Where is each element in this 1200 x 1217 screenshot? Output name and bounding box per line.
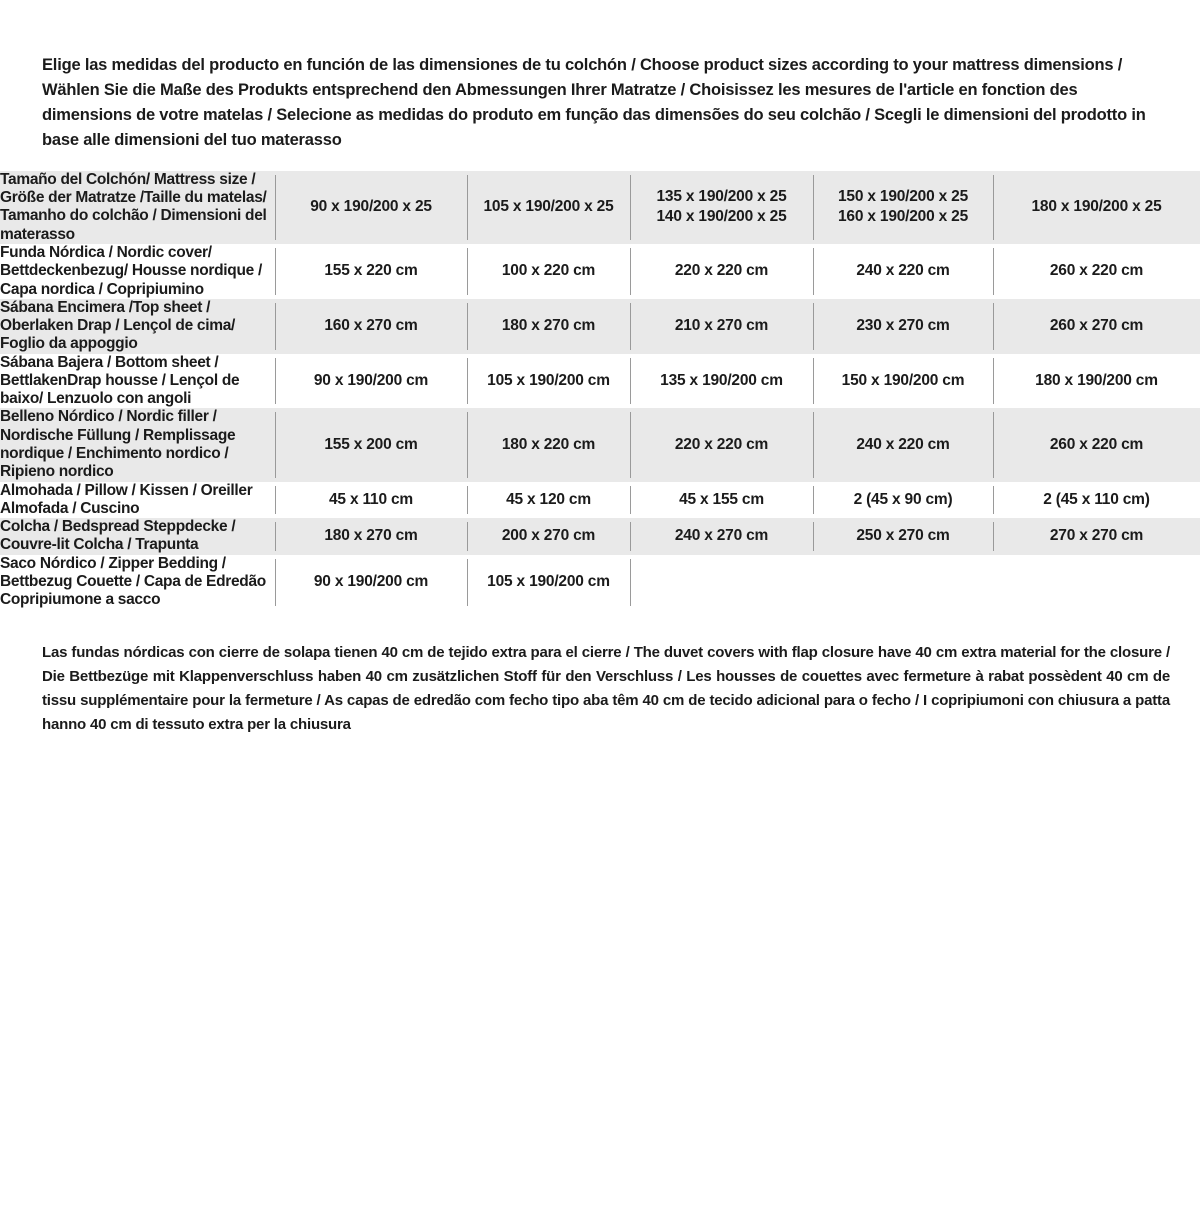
row-value: 220 x 220 cm — [630, 243, 813, 299]
row-value: 105 x 190/200 cm — [467, 554, 630, 610]
row-value: 260 x 220 cm — [993, 243, 1200, 299]
row-value — [630, 554, 813, 610]
row-value: 90 x 190/200 cm — [275, 554, 467, 610]
header-label-cell: Tamaño del Colchón/ Mattress size / Größ… — [0, 170, 275, 244]
table-row: Belleno Nórdico / Nordic filler / Nordis… — [0, 408, 1200, 482]
row-value: 230 x 270 cm — [813, 298, 993, 354]
row-value: 260 x 270 cm — [993, 298, 1200, 354]
row-value: 135 x 190/200 cm — [630, 353, 813, 409]
row-value: 180 x 270 cm — [275, 518, 467, 555]
footnote-paragraph: Las fundas nórdicas con cierre de solapa… — [42, 643, 1170, 734]
row-value: 240 x 270 cm — [630, 518, 813, 555]
row-value: 270 x 270 cm — [993, 518, 1200, 555]
row-value: 2 (45 x 110 cm) — [993, 481, 1200, 519]
table-header-row: Tamaño del Colchón/ Mattress size / Größ… — [0, 170, 1200, 244]
table-row: Saco Nórdico / Zipper Bedding / Bettbezu… — [0, 554, 1200, 610]
intro-paragraph: Elige las medidas del producto en funció… — [42, 55, 1146, 149]
row-label: Belleno Nórdico / Nordic filler / Nordis… — [0, 408, 275, 482]
row-label: Colcha / Bedspread Steppdecke / Couvre-l… — [0, 518, 275, 555]
table-row: Almohada / Pillow / Kissen / Oreiller Al… — [0, 481, 1200, 519]
row-value: 240 x 220 cm — [813, 243, 993, 299]
row-value: 240 x 220 cm — [813, 408, 993, 482]
row-value: 180 x 190/200 cm — [993, 353, 1200, 409]
table-row: Colcha / Bedspread Steppdecke / Couvre-l… — [0, 518, 1200, 555]
row-value: 155 x 200 cm — [275, 408, 467, 482]
row-value — [993, 554, 1200, 610]
header-cell-col1: 90 x 190/200 x 25 — [275, 170, 467, 244]
row-value: 260 x 220 cm — [993, 408, 1200, 482]
row-label: Funda Nórdica / Nordic cover/ Bettdecken… — [0, 243, 275, 299]
header-cell-col2: 105 x 190/200 x 25 — [467, 170, 630, 244]
row-value: 150 x 190/200 cm — [813, 353, 993, 409]
header-col3-line2: 140 x 190/200 x 25 — [656, 208, 787, 226]
table-row: Funda Nórdica / Nordic cover/ Bettdecken… — [0, 243, 1200, 299]
row-value: 200 x 270 cm — [467, 518, 630, 555]
header-col3-line1: 135 x 190/200 x 25 — [656, 187, 787, 205]
row-label: Sábana Encimera /Top sheet / Oberlaken D… — [0, 298, 275, 354]
mattress-size-table: Tamaño del Colchón/ Mattress size / Größ… — [0, 170, 1200, 610]
header-cell-col3: 135 x 190/200 x 25 140 x 190/200 x 25 — [630, 170, 813, 244]
size-guide-page: Elige las medidas del producto en funció… — [0, 17, 1200, 1217]
header-col2-line1: 105 x 190/200 x 25 — [483, 198, 614, 216]
row-label: Sábana Bajera / Bottom sheet / Bettlaken… — [0, 353, 275, 409]
row-value: 90 x 190/200 cm — [275, 353, 467, 409]
row-value: 2 (45 x 90 cm) — [813, 481, 993, 519]
row-value: 100 x 220 cm — [467, 243, 630, 299]
row-value: 180 x 220 cm — [467, 408, 630, 482]
row-label: Saco Nórdico / Zipper Bedding / Bettbezu… — [0, 554, 275, 610]
row-value: 45 x 120 cm — [467, 481, 630, 519]
table-row: Sábana Bajera / Bottom sheet / Bettlaken… — [0, 353, 1200, 409]
row-value: 220 x 220 cm — [630, 408, 813, 482]
row-value: 210 x 270 cm — [630, 298, 813, 354]
row-value: 160 x 270 cm — [275, 298, 467, 354]
header-cell-col5: 180 x 190/200 x 25 — [993, 170, 1200, 244]
header-col1-line1: 90 x 190/200 x 25 — [310, 198, 432, 216]
header-col4-line1: 150 x 190/200 x 25 — [838, 187, 968, 205]
row-value — [813, 554, 993, 610]
row-value: 45 x 110 cm — [275, 481, 467, 519]
header-col5-line1: 180 x 190/200 x 25 — [1031, 198, 1162, 216]
header-col4-line2: 160 x 190/200 x 25 — [838, 208, 968, 226]
row-value: 155 x 220 cm — [275, 243, 467, 299]
header-cell-col4: 150 x 190/200 x 25 160 x 190/200 x 25 — [813, 170, 993, 244]
row-value: 250 x 270 cm — [813, 518, 993, 555]
row-value: 105 x 190/200 cm — [467, 353, 630, 409]
row-value: 45 x 155 cm — [630, 481, 813, 519]
row-value: 180 x 270 cm — [467, 298, 630, 354]
table-row: Sábana Encimera /Top sheet / Oberlaken D… — [0, 298, 1200, 354]
row-label: Almohada / Pillow / Kissen / Oreiller Al… — [0, 481, 275, 519]
